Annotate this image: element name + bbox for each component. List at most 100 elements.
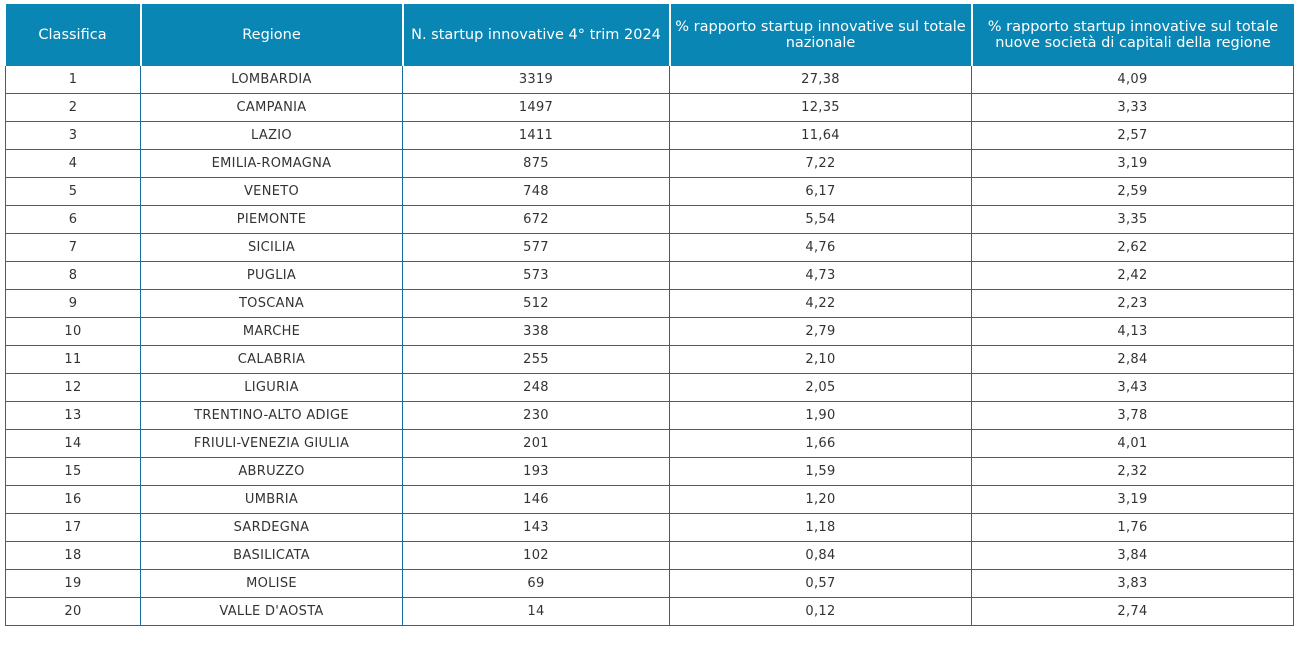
cell-classifica: 1 (5, 66, 141, 94)
cell-pct-regione: 2,32 (971, 457, 1294, 486)
cell-pct-regione: 3,83 (971, 569, 1294, 598)
cell-regione: VALLE D'AOSTA (140, 597, 403, 626)
cell-pct-nazionale: 2,10 (669, 345, 972, 374)
cell-regione: LAZIO (140, 121, 403, 150)
cell-classifica: 2 (5, 93, 141, 122)
cell-pct-regione: 3,19 (971, 149, 1294, 178)
cell-n-startup: 3319 (402, 66, 670, 94)
cell-classifica: 10 (5, 317, 141, 346)
cell-regione: TRENTINO-ALTO ADIGE (140, 401, 403, 430)
cell-pct-regione: 4,09 (971, 66, 1294, 94)
cell-n-startup: 1411 (402, 121, 670, 150)
cell-regione: CALABRIA (140, 345, 403, 374)
table-row: 14 FRIULI-VENEZIA GIULIA 201 1,66 4,01 (5, 429, 1294, 458)
table-row: 18 BASILICATA 102 0,84 3,84 (5, 541, 1294, 570)
cell-regione: ABRUZZO (140, 457, 403, 486)
startup-ranking-table: Classifica Regione N. startup innovative… (5, 4, 1294, 626)
cell-classifica: 18 (5, 541, 141, 570)
cell-pct-nazionale: 1,66 (669, 429, 972, 458)
cell-regione: SARDEGNA (140, 513, 403, 542)
table-row: 4 EMILIA-ROMAGNA 875 7,22 3,19 (5, 149, 1294, 178)
cell-pct-nazionale: 0,84 (669, 541, 972, 570)
cell-pct-regione: 3,33 (971, 93, 1294, 122)
cell-classifica: 9 (5, 289, 141, 318)
cell-pct-nazionale: 4,22 (669, 289, 972, 318)
table-row: 6 PIEMONTE 672 5,54 3,35 (5, 205, 1294, 234)
cell-pct-regione: 2,84 (971, 345, 1294, 374)
table-body: 1 LOMBARDIA 3319 27,38 4,09 2 CAMPANIA 1497 12,3… (5, 66, 1294, 626)
cell-pct-nazionale: 27,38 (669, 66, 972, 94)
cell-classifica: 5 (5, 177, 141, 206)
table-row: 15 ABRUZZO 193 1,59 2,32 (5, 457, 1294, 486)
cell-pct-regione: 3,84 (971, 541, 1294, 570)
table-row: 17 SARDEGNA 143 1,18 1,76 (5, 513, 1294, 542)
ranking-table-container: Classifica Regione N. startup innovative… (5, 4, 1294, 626)
table-row: 1 LOMBARDIA 3319 27,38 4,09 (5, 66, 1294, 94)
cell-pct-regione: 3,35 (971, 205, 1294, 234)
cell-pct-regione: 4,13 (971, 317, 1294, 346)
cell-n-startup: 338 (402, 317, 670, 346)
cell-pct-regione: 2,57 (971, 121, 1294, 150)
cell-classifica: 14 (5, 429, 141, 458)
table-header-row: Classifica Regione N. startup innovative… (5, 4, 1294, 66)
cell-n-startup: 102 (402, 541, 670, 570)
table-row: 20 VALLE D'AOSTA 14 0,12 2,74 (5, 597, 1294, 626)
cell-regione: MOLISE (140, 569, 403, 598)
cell-classifica: 7 (5, 233, 141, 262)
cell-n-startup: 672 (402, 205, 670, 234)
table-row: 19 MOLISE 69 0,57 3,83 (5, 569, 1294, 598)
header-pct-nazionale: % rapporto startup innovative sul totale… (668, 4, 973, 66)
cell-regione: PUGLIA (140, 261, 403, 290)
cell-regione: EMILIA-ROMAGNA (140, 149, 403, 178)
header-pct-regione: % rapporto startup innovative sul totale… (970, 4, 1294, 66)
cell-pct-regione: 2,74 (971, 597, 1294, 626)
cell-n-startup: 748 (402, 177, 670, 206)
cell-regione: SICILIA (140, 233, 403, 262)
header-regione: Regione (139, 4, 404, 66)
cell-pct-nazionale: 11,64 (669, 121, 972, 150)
cell-classifica: 20 (5, 597, 141, 626)
cell-pct-regione: 3,78 (971, 401, 1294, 430)
cell-classifica: 3 (5, 121, 141, 150)
cell-pct-nazionale: 1,18 (669, 513, 972, 542)
cell-n-startup: 193 (402, 457, 670, 486)
cell-classifica: 11 (5, 345, 141, 374)
cell-regione: BASILICATA (140, 541, 403, 570)
table-row: 9 TOSCANA 512 4,22 2,23 (5, 289, 1294, 318)
cell-n-startup: 201 (402, 429, 670, 458)
table-row: 13 TRENTINO-ALTO ADIGE 230 1,90 3,78 (5, 401, 1294, 430)
cell-pct-nazionale: 1,90 (669, 401, 972, 430)
cell-pct-regione: 2,42 (971, 261, 1294, 290)
cell-regione: TOSCANA (140, 289, 403, 318)
cell-pct-nazionale: 2,79 (669, 317, 972, 346)
cell-classifica: 17 (5, 513, 141, 542)
cell-n-startup: 146 (402, 485, 670, 514)
cell-classifica: 4 (5, 149, 141, 178)
cell-regione: MARCHE (140, 317, 403, 346)
cell-pct-nazionale: 5,54 (669, 205, 972, 234)
cell-regione: LIGURIA (140, 373, 403, 402)
cell-classifica: 16 (5, 485, 141, 514)
table-row: 5 VENETO 748 6,17 2,59 (5, 177, 1294, 206)
table-row: 8 PUGLIA 573 4,73 2,42 (5, 261, 1294, 290)
table-row: 2 CAMPANIA 1497 12,35 3,33 (5, 93, 1294, 122)
header-n-startup: N. startup innovative 4° trim 2024 (401, 4, 671, 66)
table-row: 11 CALABRIA 255 2,10 2,84 (5, 345, 1294, 374)
cell-classifica: 19 (5, 569, 141, 598)
cell-pct-nazionale: 1,59 (669, 457, 972, 486)
cell-pct-nazionale: 0,12 (669, 597, 972, 626)
cell-n-startup: 255 (402, 345, 670, 374)
cell-n-startup: 248 (402, 373, 670, 402)
cell-regione: PIEMONTE (140, 205, 403, 234)
cell-pct-regione: 1,76 (971, 513, 1294, 542)
table-row: 10 MARCHE 338 2,79 4,13 (5, 317, 1294, 346)
cell-n-startup: 230 (402, 401, 670, 430)
cell-pct-nazionale: 4,73 (669, 261, 972, 290)
cell-pct-nazionale: 1,20 (669, 485, 972, 514)
header-classifica: Classifica (5, 4, 142, 66)
cell-pct-regione: 3,43 (971, 373, 1294, 402)
cell-classifica: 12 (5, 373, 141, 402)
cell-pct-nazionale: 0,57 (669, 569, 972, 598)
cell-classifica: 15 (5, 457, 141, 486)
table-row: 12 LIGURIA 248 2,05 3,43 (5, 373, 1294, 402)
